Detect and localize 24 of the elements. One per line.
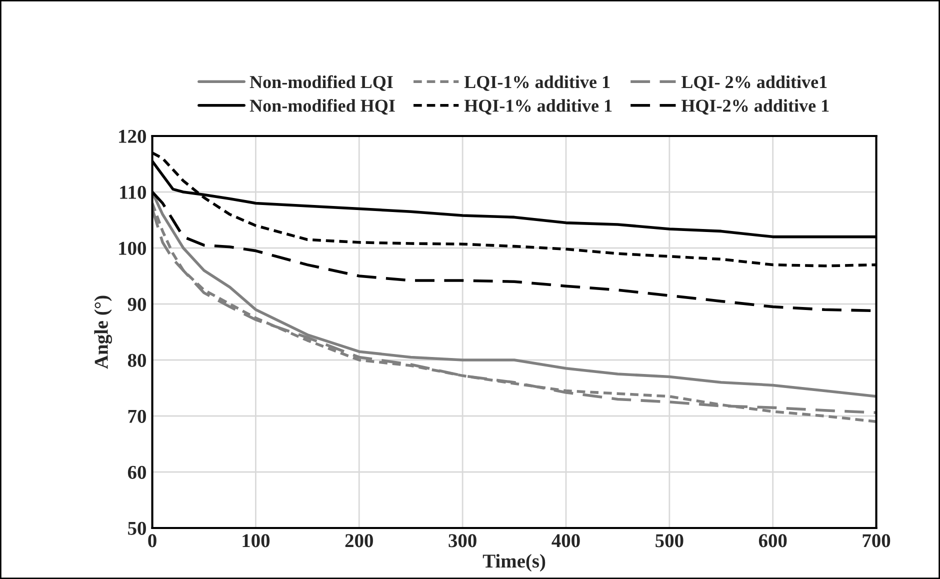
x-tick-label: 200 <box>345 534 373 548</box>
y-tick-label: 70 <box>128 410 146 423</box>
x-tick-label: 600 <box>758 534 787 548</box>
legend-label: Non-modified LQI <box>250 75 393 91</box>
y-tick-label: 110 <box>120 186 146 199</box>
legend-label: Non-modified HQI <box>250 98 395 115</box>
legend-label: LQI- 2% additive1 <box>681 75 827 91</box>
x-tick-label: 100 <box>242 534 270 548</box>
y-tick-label: 80 <box>128 354 146 367</box>
x-axis-title: Time(s) <box>482 554 546 572</box>
y-tick-label: 60 <box>128 466 146 479</box>
x-tick-label: 500 <box>656 534 684 548</box>
legend-label: LQI-1% additive 1 <box>464 75 610 91</box>
y-tick-label: 100 <box>119 242 146 255</box>
x-tick-label: 700 <box>862 534 890 548</box>
y-tick-label: 120 <box>119 130 146 143</box>
y-axis-title: Angle (°) <box>94 296 112 369</box>
x-tick-label: 300 <box>448 534 476 548</box>
x-tick-label: 400 <box>552 534 580 548</box>
y-tick-label: 90 <box>128 298 146 311</box>
y-tick-label: 50 <box>128 522 146 535</box>
legend-label: HQI-2% additive 1 <box>681 99 829 115</box>
x-tick-label: 0 <box>148 534 156 548</box>
legend-label: HQI-1% additive 1 <box>464 99 612 115</box>
